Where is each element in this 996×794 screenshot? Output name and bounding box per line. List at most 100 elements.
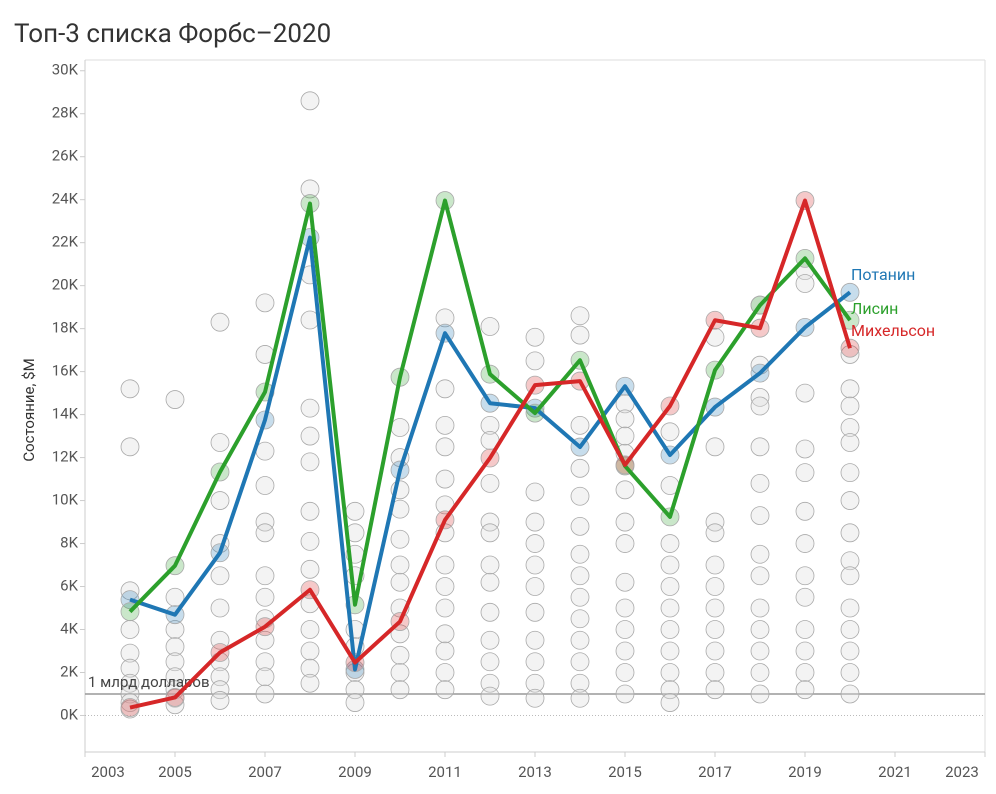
background-point bbox=[480, 523, 500, 543]
background-point bbox=[750, 388, 770, 407]
background-point bbox=[660, 641, 680, 661]
background-point bbox=[210, 491, 230, 510]
background-point bbox=[615, 620, 635, 639]
background-point bbox=[210, 667, 230, 687]
background-point bbox=[525, 327, 545, 347]
background-point bbox=[390, 572, 410, 592]
background-point bbox=[255, 652, 275, 672]
x-tick-label: 2003 bbox=[91, 763, 125, 781]
background-point bbox=[525, 482, 545, 502]
background-point bbox=[840, 491, 860, 510]
background-point bbox=[840, 641, 860, 661]
background-point bbox=[795, 534, 815, 553]
y-tick-label: 26K bbox=[52, 147, 79, 165]
background-point bbox=[615, 534, 635, 553]
x-tick-label: 2013 bbox=[518, 763, 552, 781]
x-tick-label: 2015 bbox=[608, 763, 642, 781]
background-point bbox=[795, 463, 815, 483]
background-point bbox=[525, 351, 545, 371]
background-point bbox=[840, 523, 860, 543]
background-point bbox=[705, 555, 725, 575]
series-label: Михельсон bbox=[851, 321, 935, 340]
background-point bbox=[660, 693, 680, 712]
y-tick-label: 18K bbox=[52, 319, 79, 337]
background-point bbox=[615, 663, 635, 682]
background-point bbox=[660, 534, 680, 553]
x-tick-label: 2023 bbox=[945, 763, 979, 781]
y-tick-label: 0K bbox=[60, 705, 78, 723]
background-point bbox=[120, 673, 140, 693]
background-point bbox=[570, 630, 590, 650]
background-point bbox=[750, 544, 770, 564]
background-point bbox=[750, 620, 770, 639]
background-point bbox=[705, 663, 725, 682]
background-point bbox=[525, 630, 545, 650]
background-point bbox=[300, 426, 320, 446]
background-point bbox=[795, 439, 815, 459]
y-tick-label: 4K bbox=[60, 619, 78, 637]
background-point bbox=[795, 587, 815, 607]
y-tick-label: 6K bbox=[60, 576, 78, 594]
background-point bbox=[525, 577, 545, 596]
background-point bbox=[750, 663, 770, 682]
background-point bbox=[255, 566, 275, 586]
background-point bbox=[255, 587, 275, 607]
background-point bbox=[210, 691, 230, 710]
background-point bbox=[750, 396, 770, 416]
background-point bbox=[660, 680, 680, 700]
background-point bbox=[840, 379, 860, 399]
background-point bbox=[390, 645, 410, 665]
background-point bbox=[705, 598, 725, 618]
background-point bbox=[570, 688, 590, 708]
background-point bbox=[795, 566, 815, 586]
background-point bbox=[480, 673, 500, 693]
background-point bbox=[795, 641, 815, 661]
background-point bbox=[480, 555, 500, 575]
background-point bbox=[165, 587, 185, 607]
background-point bbox=[480, 630, 500, 650]
background-point bbox=[435, 437, 455, 457]
background-point bbox=[480, 686, 500, 706]
y-tick-label: 2K bbox=[60, 662, 78, 680]
background-point bbox=[570, 566, 590, 586]
background-point bbox=[435, 624, 455, 644]
x-tick-label: 2017 bbox=[698, 763, 732, 781]
background-point bbox=[435, 469, 455, 489]
background-point bbox=[165, 620, 185, 639]
background-point bbox=[210, 566, 230, 586]
y-tick-label: 12K bbox=[52, 448, 79, 466]
x-tick-label: 2007 bbox=[248, 763, 282, 781]
background-point bbox=[750, 598, 770, 618]
background-point bbox=[750, 473, 770, 493]
background-point bbox=[570, 306, 590, 326]
background-point bbox=[660, 555, 680, 575]
background-point bbox=[120, 620, 140, 639]
background-point bbox=[570, 325, 590, 345]
y-tick-label: 30K bbox=[52, 61, 79, 79]
background-point bbox=[480, 572, 500, 592]
background-point bbox=[435, 680, 455, 700]
background-point bbox=[750, 506, 770, 526]
background-point bbox=[480, 415, 500, 435]
background-point bbox=[705, 523, 725, 543]
background-point bbox=[165, 652, 185, 672]
background-point bbox=[750, 684, 770, 704]
background-point bbox=[300, 501, 320, 521]
background-point bbox=[480, 317, 500, 336]
background-point bbox=[840, 566, 860, 586]
background-point bbox=[525, 555, 545, 575]
background-point bbox=[300, 531, 320, 551]
background-point bbox=[120, 379, 140, 399]
background-point bbox=[165, 637, 185, 657]
background-point bbox=[705, 641, 725, 661]
background-point bbox=[210, 680, 230, 700]
background-point bbox=[840, 684, 860, 704]
background-point bbox=[300, 452, 320, 472]
background-point bbox=[570, 587, 590, 607]
background-point bbox=[120, 437, 140, 457]
series-line bbox=[129, 235, 852, 672]
background-point bbox=[570, 652, 590, 672]
background-point bbox=[435, 308, 455, 328]
background-point bbox=[570, 673, 590, 693]
background-point bbox=[390, 555, 410, 575]
